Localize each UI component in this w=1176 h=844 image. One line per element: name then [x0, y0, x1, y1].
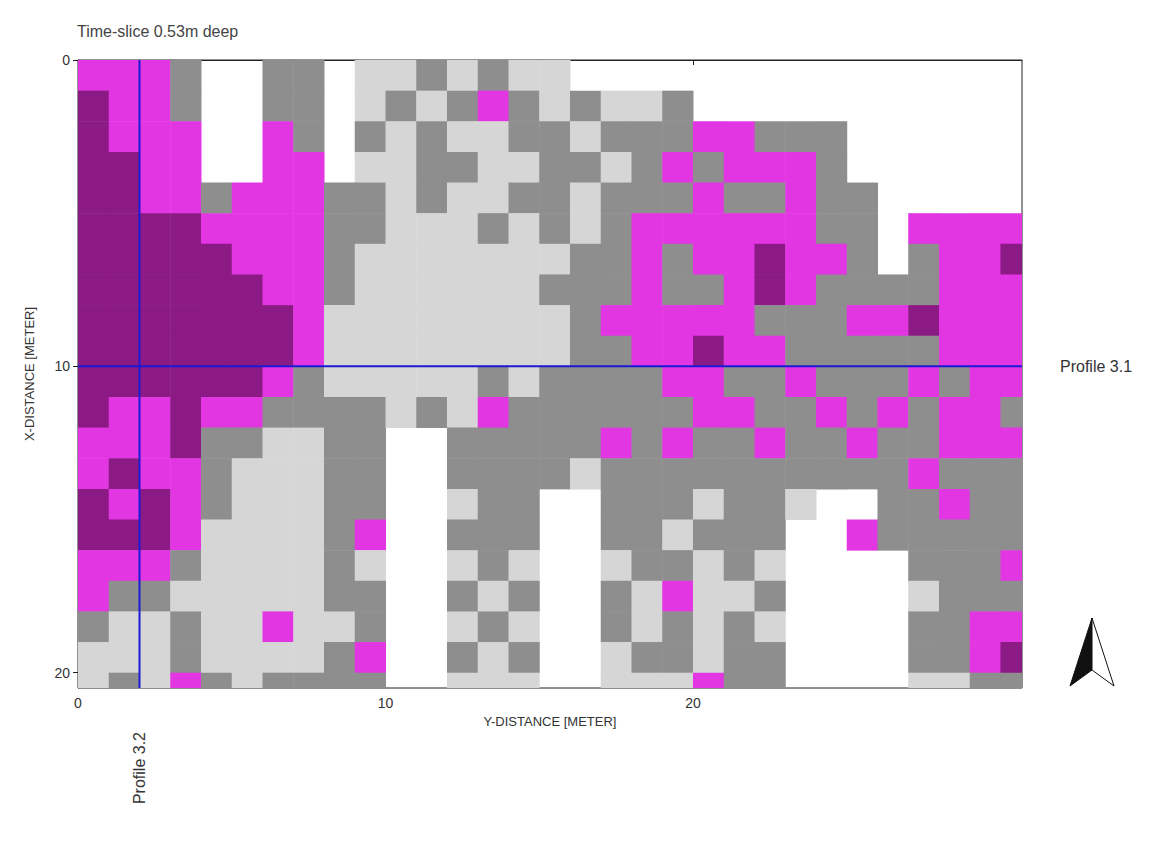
svg-text:20: 20 [685, 695, 701, 711]
svg-text:10: 10 [54, 358, 70, 374]
svg-text:0: 0 [74, 695, 82, 711]
svg-text:0: 0 [62, 52, 70, 68]
svg-text:X-DISTANCE [METER]: X-DISTANCE [METER] [22, 307, 37, 441]
svg-text:Profile 3.2: Profile 3.2 [131, 732, 148, 804]
svg-text:Y-DISTANCE [METER]: Y-DISTANCE [METER] [484, 714, 617, 729]
svg-text:Time-slice 0.53m deep: Time-slice 0.53m deep [77, 23, 238, 40]
svg-text:20: 20 [54, 665, 70, 681]
svg-text:Profile 3.1: Profile 3.1 [1060, 358, 1132, 375]
svg-text:10: 10 [378, 695, 394, 711]
